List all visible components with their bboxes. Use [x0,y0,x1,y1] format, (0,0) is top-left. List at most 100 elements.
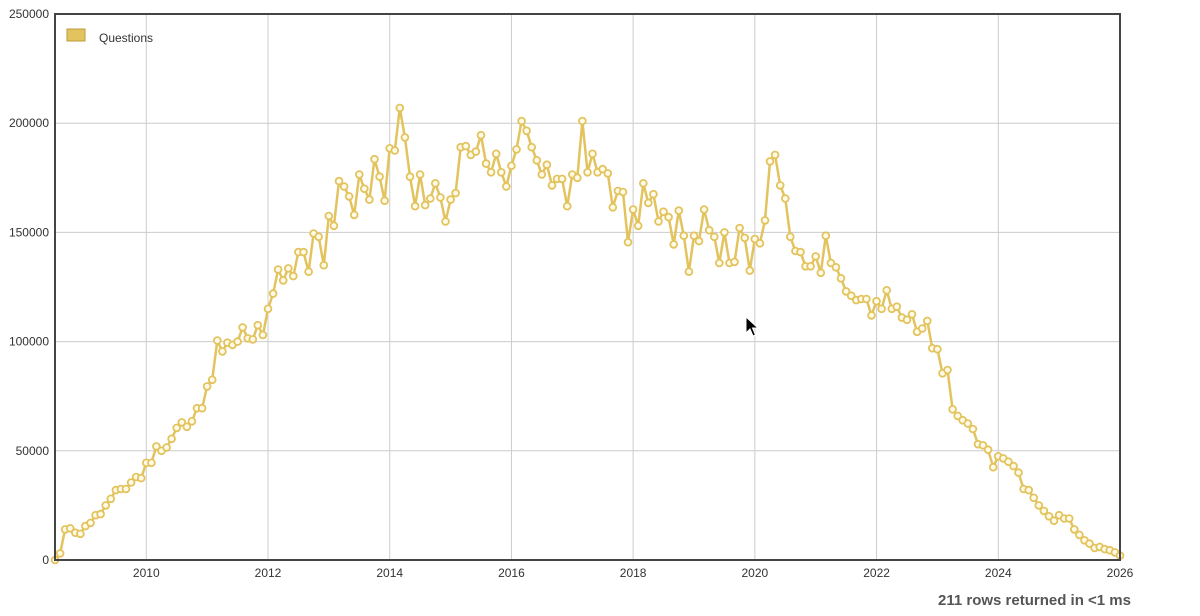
data-point [714,258,724,268]
data-point [1024,485,1033,495]
data-point [481,159,491,168]
data-point [649,189,658,199]
data-point [572,173,582,183]
data-point [907,309,917,319]
data-point [76,529,85,539]
data-point [451,188,460,198]
data-point [816,268,826,278]
data-point [882,285,891,295]
data-point [917,324,927,333]
y-tick-label: 250000 [9,7,49,21]
data-point [872,296,881,306]
data-point [167,434,176,444]
data-point [177,418,187,427]
x-tick-label: 2012 [255,566,282,580]
data-point [436,193,445,202]
data-point [760,216,770,225]
data-point [314,232,324,242]
data-point [121,484,131,494]
data-point [491,149,501,159]
data-point [1085,539,1094,548]
data-point [1004,457,1013,467]
y-tick-label: 200000 [9,116,49,130]
data-point [349,210,359,220]
data-point [319,260,329,270]
data-point [846,291,856,301]
data-point [197,403,207,413]
data-point [745,266,755,275]
y-tick-label: 0 [42,553,49,567]
y-tick-label: 150000 [9,225,49,239]
data-point [258,330,268,340]
data-point [101,501,110,510]
data-point [517,116,526,126]
plot-area-frame [54,13,1121,561]
data-point [354,170,364,179]
data-point [796,247,805,257]
x-tick-label: 2010 [133,566,160,580]
data-point [441,217,450,226]
data-point [583,168,592,177]
data-point [299,247,308,257]
x-tick-label: 2014 [376,566,403,580]
x-tick-label: 2022 [863,566,890,580]
x-tick-label: 2018 [620,566,647,580]
data-point [892,302,902,312]
data-point [324,211,334,221]
legend: Questions [66,28,153,45]
data-point [461,141,471,151]
data-point [699,205,709,214]
data-point [684,267,694,277]
x-tick-label: 2024 [985,566,1012,580]
data-point [278,276,288,285]
data-point [862,294,871,304]
data-point [633,221,643,231]
data-point [233,337,242,346]
data-point [395,103,405,113]
data-point [253,320,263,330]
data-point [126,478,136,487]
data-point [542,160,552,170]
data-point [1014,468,1023,477]
data-point [720,228,729,237]
data-point [329,221,339,231]
data-point [709,232,719,242]
data-point [501,182,511,191]
data-point [136,473,146,483]
data-point [182,422,192,432]
data-point [415,170,425,179]
data-point [162,443,171,452]
data-point [654,217,663,226]
data-point [963,419,973,428]
series-questions [50,103,1125,565]
data-point [390,146,400,155]
data-point [410,201,420,211]
data-point [65,523,75,533]
data-point [943,365,952,375]
data-point [446,195,455,204]
data-point [694,236,704,246]
mouse-cursor-icon [745,316,759,337]
data-point [628,205,638,214]
data-point [562,201,572,211]
data-point [507,161,516,171]
data-point [978,440,988,450]
data-point [213,336,222,345]
data-point [806,261,815,271]
data-point [811,252,820,261]
data-point [86,518,95,528]
data-point [1009,461,1018,471]
data-point [359,184,369,194]
data-point [1029,493,1038,503]
data-point [471,147,481,156]
data-point [537,170,547,179]
status-text: 211 rows returned in <1 ms [937,592,1131,609]
data-point [400,133,410,142]
data-point [430,179,440,188]
data-point [603,169,613,178]
data-point [669,240,678,249]
data-point [780,194,790,203]
data-point [1034,501,1044,510]
data-point [486,168,496,177]
data-point [512,145,521,154]
